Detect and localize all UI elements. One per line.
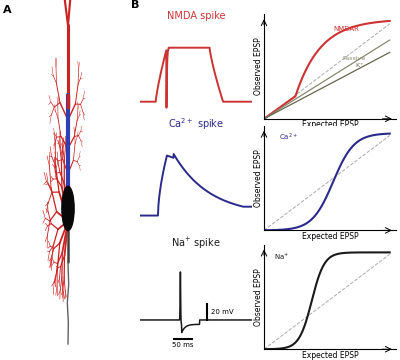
X-axis label: Expected EPSP: Expected EPSP (302, 351, 358, 360)
Text: NMDAR: NMDAR (333, 27, 359, 32)
Text: Ca$^{2+}$ spike: Ca$^{2+}$ spike (168, 117, 224, 132)
Y-axis label: Observed EPSP: Observed EPSP (254, 149, 263, 207)
Y-axis label: Observed EPSP: Observed EPSP (254, 268, 263, 326)
Text: A: A (3, 5, 11, 15)
Text: B: B (131, 0, 140, 10)
X-axis label: Expected EPSP: Expected EPSP (302, 120, 358, 129)
Text: 50 ms: 50 ms (172, 342, 193, 348)
Text: Na$^{+}$: Na$^{+}$ (274, 252, 289, 262)
Text: K$^{+}$: K$^{+}$ (354, 62, 364, 71)
Ellipse shape (62, 186, 74, 230)
X-axis label: Expected EPSP: Expected EPSP (302, 232, 358, 241)
Text: 20 mV: 20 mV (210, 309, 233, 315)
Text: Na$^{+}$ spike: Na$^{+}$ spike (171, 236, 221, 251)
Y-axis label: Observed EPSP: Observed EPSP (254, 38, 263, 95)
Text: Passive: Passive (342, 56, 365, 61)
Text: NMDA spike: NMDA spike (167, 11, 225, 21)
Text: Ca$^{2+}$: Ca$^{2+}$ (279, 131, 298, 143)
